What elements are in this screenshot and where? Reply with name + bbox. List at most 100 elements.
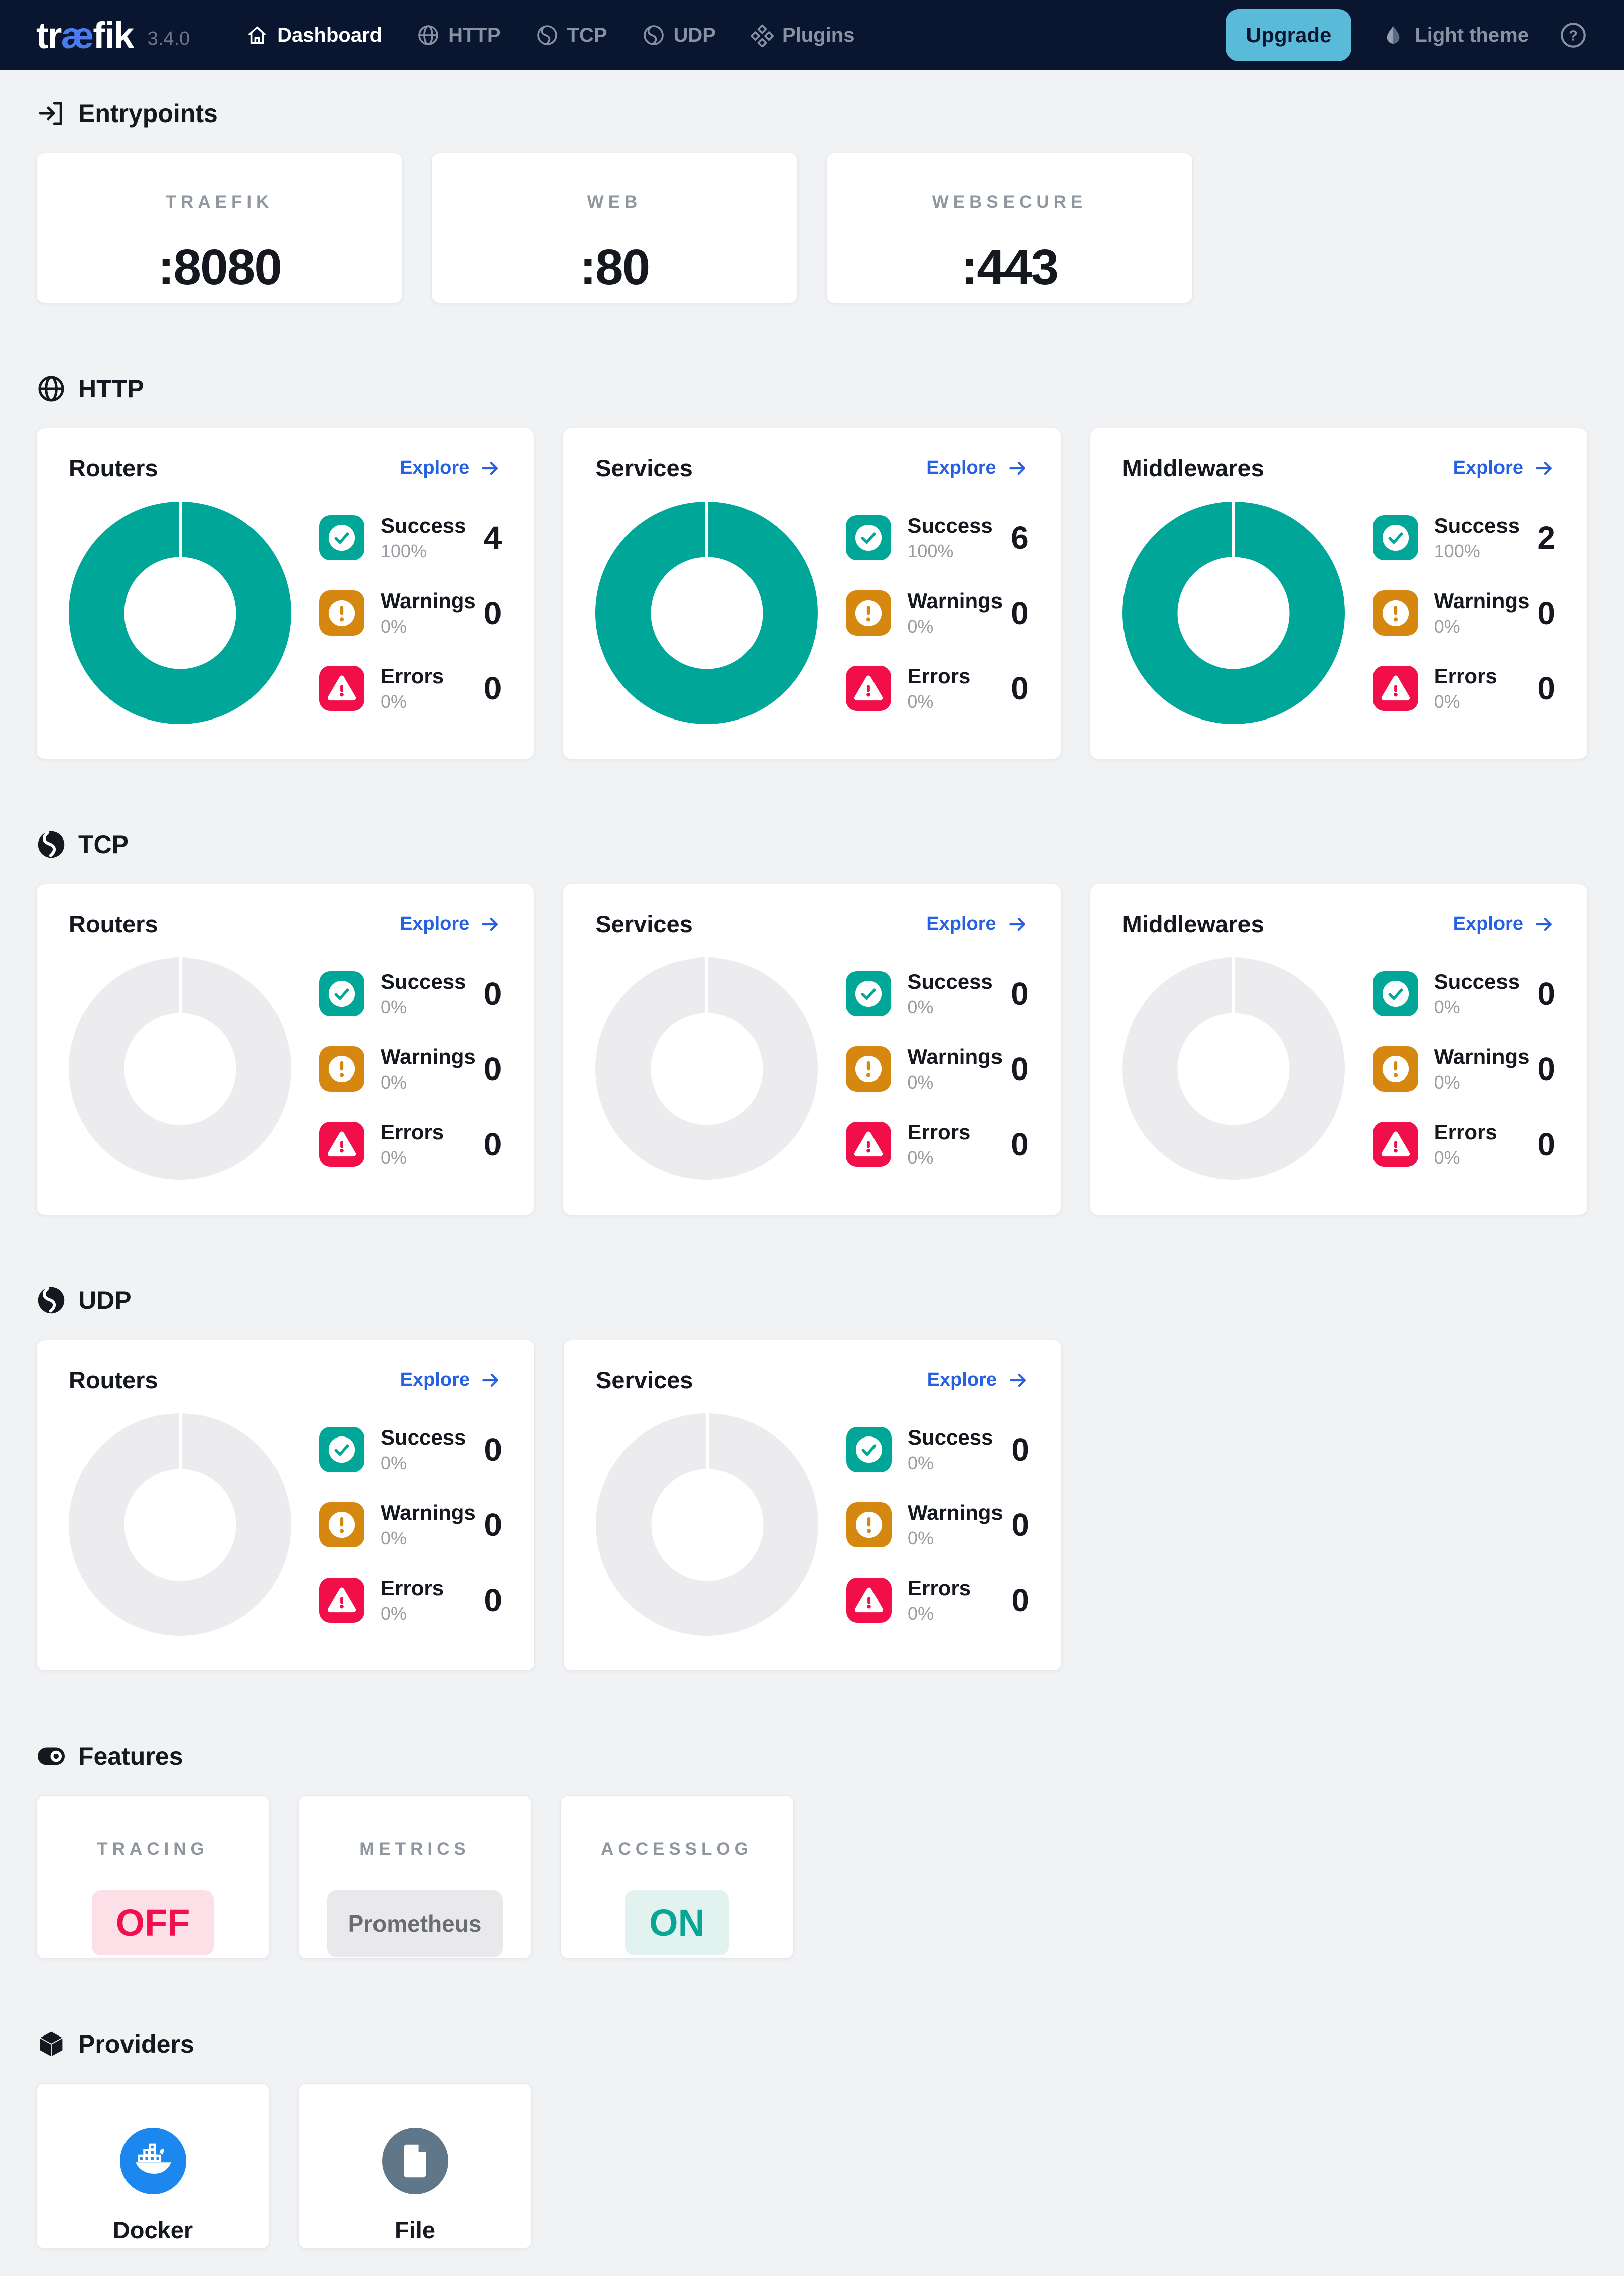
udp-cards-row: Routers Explore Success 0% 0 Warnings 0%: [36, 1340, 1588, 1671]
stat-pct: 100%: [907, 540, 954, 561]
success-icon: [319, 971, 364, 1016]
explore-label: Explore: [1453, 913, 1523, 934]
explore-link[interactable]: Explore: [400, 913, 502, 935]
stat-label: Errors: [907, 664, 971, 688]
explore-link[interactable]: Explore: [1453, 913, 1555, 935]
theme-toggle[interactable]: Light theme: [1382, 24, 1529, 47]
stat-value: 0: [1011, 975, 1029, 1012]
stat-row: Warnings 0% 0: [319, 1045, 502, 1093]
nav-item-plugins[interactable]: Plugins: [750, 23, 854, 47]
stat-pct: 0%: [908, 1452, 934, 1473]
stat-row: Warnings 0% 0: [846, 589, 1029, 637]
stat-row: Errors 0% 0: [1372, 664, 1555, 712]
stat-value: 0: [1011, 1582, 1029, 1618]
tcp-heading: TCP: [36, 829, 1588, 860]
entrypoints-heading: Entrypoints: [36, 98, 1588, 129]
stat-pct: 0%: [381, 996, 407, 1017]
stat-value: 0: [1537, 594, 1555, 631]
provider-label: Docker: [112, 2217, 193, 2243]
stat-value: 0: [1011, 1050, 1029, 1087]
stat-value: 0: [1537, 670, 1555, 706]
stat-label: Errors: [381, 1120, 444, 1144]
explore-link[interactable]: Explore: [926, 913, 1028, 935]
nav-item-dashboard[interactable]: Dashboard: [245, 23, 382, 47]
stat-row: Warnings 0% 0: [319, 589, 502, 637]
nav-label: Dashboard: [277, 24, 383, 46]
explore-link[interactable]: Explore: [400, 457, 502, 480]
protocol-icon: [38, 1287, 65, 1314]
warning-icon: [846, 1502, 892, 1547]
section-udp: UDP Routers Explore Success 0% 0: [36, 1285, 1588, 1671]
explore-link[interactable]: Explore: [927, 1369, 1029, 1391]
arrow-right-icon: [1009, 461, 1025, 475]
stat-value: 0: [1011, 670, 1029, 706]
feature-status-badge: Prometheus: [327, 1890, 503, 1957]
warning-icon: [846, 1046, 892, 1092]
donut-legend: Success 100% 6 Warnings 0% 0 Errors 0% 0: [846, 514, 1029, 712]
stat-value: 0: [484, 1582, 502, 1618]
stat-value: 0: [1011, 1431, 1029, 1468]
stat-label: Success: [381, 969, 466, 993]
stat-pct: 0%: [908, 1603, 934, 1624]
entrypoint-card: WEB :80: [431, 153, 798, 303]
protocol-icon: [643, 25, 664, 45]
entrypoint-card: WEBSECURE :443: [826, 153, 1193, 303]
udp-routers-card: Routers Explore Success 0% 0 Warnings 0%: [36, 1340, 535, 1671]
card-title: Services: [595, 911, 693, 937]
section-tcp: TCP Routers Explore Success 0% 0: [36, 829, 1588, 1215]
stat-label: Errors: [907, 1120, 971, 1144]
success-icon: [846, 1426, 892, 1472]
nav-item-http[interactable]: HTTP: [416, 23, 501, 47]
stat-label: Warnings: [908, 1500, 1003, 1524]
explore-link[interactable]: Explore: [1453, 457, 1555, 480]
success-icon: [1372, 971, 1418, 1016]
stat-value: 0: [483, 1050, 502, 1087]
traefik-logo[interactable]: træfik: [36, 14, 135, 57]
explore-link[interactable]: Explore: [926, 457, 1028, 480]
tcp-cards-row: Routers Explore Success 0% 0 Warnings 0%: [36, 884, 1588, 1215]
http-middlewares-card: Middlewares Explore Success 100% 2 Warni: [1089, 428, 1588, 759]
docker-icon: [119, 2128, 186, 2194]
stat-row: Success 0% 0: [846, 1425, 1029, 1474]
explore-link[interactable]: Explore: [400, 1369, 502, 1391]
stat-label: Success: [1434, 969, 1520, 993]
warning-icon: [1372, 590, 1418, 636]
stat-row: Success 0% 0: [319, 970, 502, 1018]
warning-icon: [319, 1502, 364, 1547]
arrow-right-icon: [482, 917, 498, 931]
tcp-services-card: Services Explore Success 0% 0 Warnings 0%: [563, 884, 1061, 1215]
stat-row: Errors 0% 0: [846, 664, 1029, 712]
explore-label: Explore: [399, 913, 470, 934]
http-cards-row: Routers Explore Success 100% 4 Warnings 0: [36, 428, 1588, 759]
section-title: TCP: [78, 830, 129, 859]
feature-card-accesslog: ACCESSLOG ON: [560, 1795, 794, 1959]
stat-row: Errors 0% 0: [1372, 1120, 1555, 1168]
stat-label: Errors: [381, 664, 444, 688]
entrypoint-card: TRAEFIK :8080: [36, 153, 403, 303]
stat-pct: 0%: [1434, 616, 1460, 637]
version-label: 3.4.0: [147, 28, 190, 49]
stat-value: 0: [484, 1431, 502, 1468]
section-features: Features TRACING OFF METRICS Prometheus …: [36, 1741, 1588, 1959]
upgrade-button[interactable]: Upgrade: [1225, 9, 1352, 61]
explore-label: Explore: [399, 457, 470, 478]
section-http: HTTP Routers Explore Success 100% 4: [36, 374, 1588, 759]
warning-icon: [1372, 1046, 1418, 1092]
feature-name: METRICS: [359, 1839, 470, 1859]
http-services-card: Services Explore Success 100% 6 Warnings: [563, 428, 1061, 759]
droplet-icon: [1387, 26, 1400, 44]
udp-heading: UDP: [36, 1285, 1588, 1315]
features-row: TRACING OFF METRICS Prometheus ACCESSLOG…: [36, 1795, 1588, 1959]
nav-label: HTTP: [448, 24, 501, 46]
donut-legend: Success 0% 0 Warnings 0% 0 Errors 0% 0: [1372, 969, 1555, 1168]
section-title: Providers: [78, 2030, 194, 2058]
stat-row: Errors 0% 0: [846, 1120, 1029, 1168]
stat-pct: 0%: [381, 1452, 407, 1473]
nav-item-udp[interactable]: UDP: [642, 23, 716, 47]
help-icon[interactable]: ?: [1559, 21, 1588, 50]
provider-card-docker: Docker: [36, 2083, 270, 2249]
feature-name: ACCESSLOG: [601, 1839, 753, 1859]
entrypoint-name: WEBSECURE: [932, 192, 1087, 212]
nav-item-tcp[interactable]: TCP: [535, 23, 607, 47]
arrow-right-icon: [1536, 461, 1552, 475]
